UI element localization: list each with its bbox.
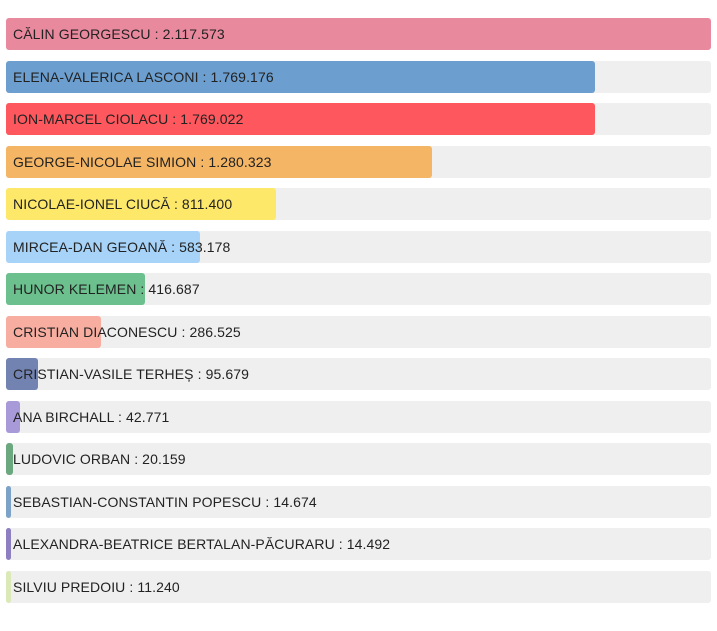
bar-label: NICOLAE-IONEL CIUCĂ : 811.400 xyxy=(13,196,233,212)
bar-label: ANA BIRCHALL : 42.771 xyxy=(13,408,170,425)
bar-label: ELENA-VALERICA LASCONI : 1.769.176 xyxy=(13,68,274,85)
bar-track: SILVIU PREDOIU : 11.240 xyxy=(6,570,711,603)
bar-label: ION-MARCEL CIOLACU : 1.769.022 xyxy=(13,111,244,127)
bar-label: SEBASTIAN-CONSTANTIN POPESCU : 14.674 xyxy=(13,493,317,510)
bar-track: GEORGE-NICOLAE SIMION : 1.280.323 xyxy=(6,145,711,178)
bar-track: ION-MARCEL CIOLACU : 1.769.022 xyxy=(6,103,711,135)
bar[interactable] xyxy=(6,103,595,135)
bar-track: CRISTIAN DIACONESCU : 286.525 xyxy=(6,315,711,348)
bar[interactable] xyxy=(6,188,277,220)
bar-track: NICOLAE-IONEL CIUCĂ : 811.400 xyxy=(6,188,711,220)
bar-track: MIRCEA-DAN GEOANĂ : 583.178 xyxy=(6,230,711,263)
bar-label: GEORGE-NICOLAE SIMION : 1.280.323 xyxy=(13,153,272,170)
bar[interactable] xyxy=(6,485,11,518)
bar-track: HUNOR KELEMEN : 416.687 xyxy=(6,273,711,305)
bar[interactable] xyxy=(6,230,201,263)
bar[interactable] xyxy=(6,570,11,603)
bar-label: HUNOR KELEMEN : 416.687 xyxy=(13,281,200,297)
bar-label: CRISTIAN DIACONESCU : 286.525 xyxy=(13,323,241,340)
bar-track: ANA BIRCHALL : 42.771 xyxy=(6,400,711,433)
bar[interactable] xyxy=(6,273,145,305)
bar-label: LUDOVIC ORBAN : 20.159 xyxy=(13,451,186,467)
bar[interactable] xyxy=(6,528,11,560)
bar[interactable] xyxy=(6,358,38,390)
bar[interactable] xyxy=(6,315,102,348)
bar-label: MIRCEA-DAN GEOANĂ : 583.178 xyxy=(13,238,231,255)
bar-track: ALEXANDRA-BEATRICE BERTALAN-PĂCURARU : 1… xyxy=(6,528,711,560)
bar-track: SEBASTIAN-CONSTANTIN POPESCU : 14.674 xyxy=(6,485,711,518)
bar[interactable] xyxy=(6,443,13,475)
bar[interactable] xyxy=(6,60,595,93)
bar-label: CĂLIN GEORGESCU : 2.117.573 xyxy=(13,26,225,42)
bar-track: CĂLIN GEORGESCU : 2.117.573 xyxy=(6,18,711,50)
bar[interactable] xyxy=(6,18,711,50)
bar[interactable] xyxy=(6,145,433,178)
bar-label: ALEXANDRA-BEATRICE BERTALAN-PĂCURARU : 1… xyxy=(13,536,391,552)
bar-track: CRISTIAN-VASILE TERHEȘ : 95.679 xyxy=(6,358,711,390)
bar-label: CRISTIAN-VASILE TERHEȘ : 95.679 xyxy=(13,366,250,382)
bar-track: LUDOVIC ORBAN : 20.159 xyxy=(6,443,711,475)
bar-label: SILVIU PREDOIU : 11.240 xyxy=(13,578,180,595)
bar[interactable] xyxy=(6,400,21,433)
bar-track: ELENA-VALERICA LASCONI : 1.769.176 xyxy=(6,60,711,93)
